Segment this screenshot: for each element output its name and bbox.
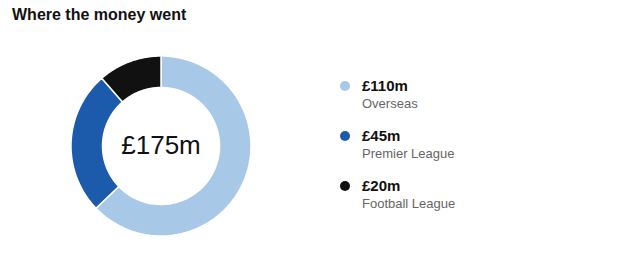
svg-text:£175m: £175m xyxy=(121,130,201,160)
html-text:£45m: £45m xyxy=(362,127,401,144)
html-text:Where the money went: Where the money went xyxy=(12,6,187,23)
html-text:£20m: £20m xyxy=(362,177,401,194)
html-text:Premier League: Premier League xyxy=(362,146,455,161)
html-text:Overseas: Overseas xyxy=(362,96,418,111)
html-text:Football League: Football League xyxy=(362,196,456,211)
html-text:£110m: £110m xyxy=(362,77,408,94)
